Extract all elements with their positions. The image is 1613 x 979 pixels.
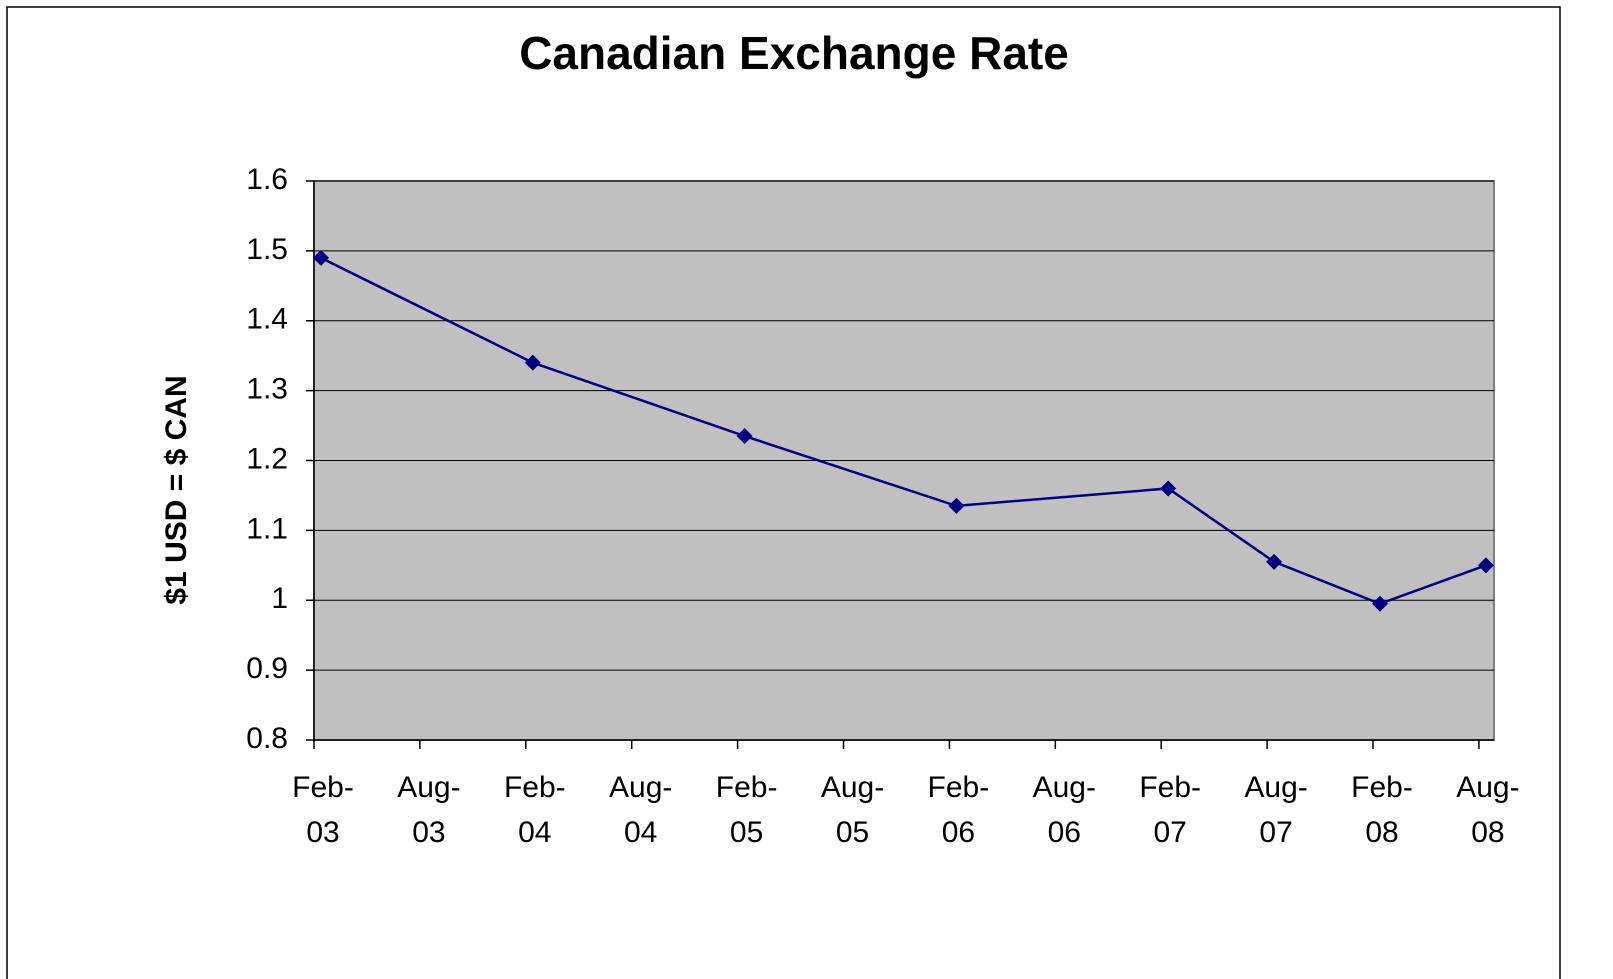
x-tick-label: Feb-04 [504,771,566,849]
chart-title: Canadian Exchange Rate [519,27,1069,79]
x-tick-label: Feb-06 [928,771,990,849]
data-point [1266,553,1283,570]
x-tick-label: Aug-04 [609,771,672,849]
x-tick-label: Aug-03 [397,771,460,849]
x-tick-label: Aug-06 [1033,771,1096,849]
x-tick-label: Feb-08 [1351,771,1413,849]
x-tick-label: Feb-07 [1139,771,1201,849]
y-axis-label: $1 USD = $ CAN [160,375,193,604]
x-tick-label: Aug-07 [1244,771,1307,849]
data-point [948,497,965,514]
y-tick-label: 1.2 [246,442,288,475]
data-point [736,428,753,445]
x-tick-label: Aug-08 [1456,771,1519,849]
data-point [1372,595,1388,612]
y-tick-label: 1.5 [246,233,288,266]
data-point [1477,557,1494,574]
data-point [1160,480,1177,497]
x-tick-label: Feb-03 [292,771,354,849]
y-tick-label: 1.3 [246,373,288,406]
y-tick-label: 0.8 [246,722,288,755]
y-tick-label: 1.1 [246,512,288,545]
y-tick-label: 1.6 [246,163,288,196]
y-tick-label: 0.9 [246,652,288,685]
data-line [320,256,1487,606]
x-tick-label: Feb-05 [716,771,778,849]
data-point [524,354,541,371]
y-tick-label: 1 [271,582,288,615]
y-tick-label: 1.4 [246,303,288,336]
data-point [313,249,329,266]
x-tick-label: Aug-05 [821,771,884,849]
